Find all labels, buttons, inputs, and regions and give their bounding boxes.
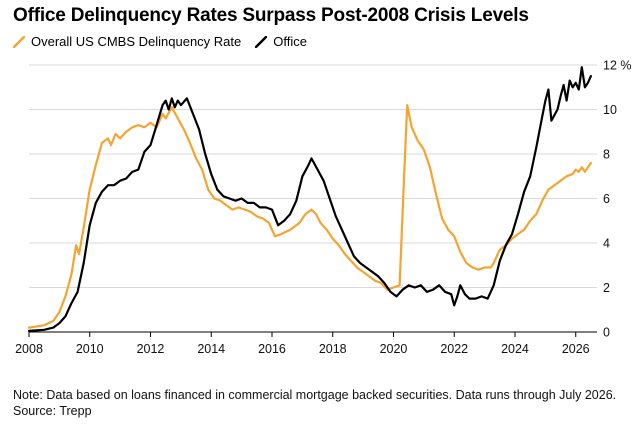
series-line-overall <box>27 104 592 329</box>
legend-swatch-overall <box>13 35 25 48</box>
x-tick-label-2018: 2018 <box>319 342 347 356</box>
y-tick-label-12: 12 % <box>603 59 632 73</box>
note-text: Note: Data based on loans financed in co… <box>13 388 617 402</box>
x-tick-label-2016: 2016 <box>258 342 286 356</box>
x-tick-label-2026: 2026 <box>562 342 590 356</box>
x-axis: 2008 2010 2012 2014 2016 2018 2020 2022 2024 2026 <box>15 331 597 356</box>
series-lines <box>27 66 592 332</box>
y-tick-label-10: 10 <box>603 103 617 117</box>
series-line-office <box>27 66 592 332</box>
legend-label-overall: Overall US CMBS Delinquency Rate <box>31 34 242 49</box>
x-tick-label-2012: 2012 <box>137 342 165 356</box>
x-tick-label-2008: 2008 <box>15 342 43 356</box>
x-tick-label-2020: 2020 <box>380 342 408 356</box>
source-text: Source: Trepp <box>13 404 92 418</box>
legend-label-office: Office <box>273 34 307 49</box>
legend-item-office: Office <box>255 34 307 49</box>
legend: Overall US CMBS Delinquency Rate Office <box>13 34 321 49</box>
legend-swatch-office <box>255 35 268 48</box>
y-tick-label-6: 6 <box>603 192 610 206</box>
x-tick-label-2010: 2010 <box>76 342 104 356</box>
y-tick-label-4: 4 <box>603 237 610 251</box>
x-tick-label-2024: 2024 <box>501 342 529 356</box>
x-tick-label-2022: 2022 <box>440 342 468 356</box>
footnotes: Note: Data based on loans financed in co… <box>13 387 623 419</box>
y-tick-label-8: 8 <box>603 148 610 162</box>
chart-title: Office Delinquency Rates Surpass Post-20… <box>13 5 529 26</box>
legend-item-overall: Overall US CMBS Delinquency Rate <box>13 34 241 49</box>
y-tick-label-2: 2 <box>603 281 610 295</box>
x-tick-label-2014: 2014 <box>197 342 225 356</box>
line-chart: 2008 2010 2012 2014 2016 2018 2020 2022 2024 2026… <box>15 59 632 357</box>
y-tick-label-0: 0 <box>603 326 610 340</box>
gridlines <box>29 64 597 288</box>
y-axis-labels: 0 2 4 6 8 10 12 % <box>603 59 632 340</box>
